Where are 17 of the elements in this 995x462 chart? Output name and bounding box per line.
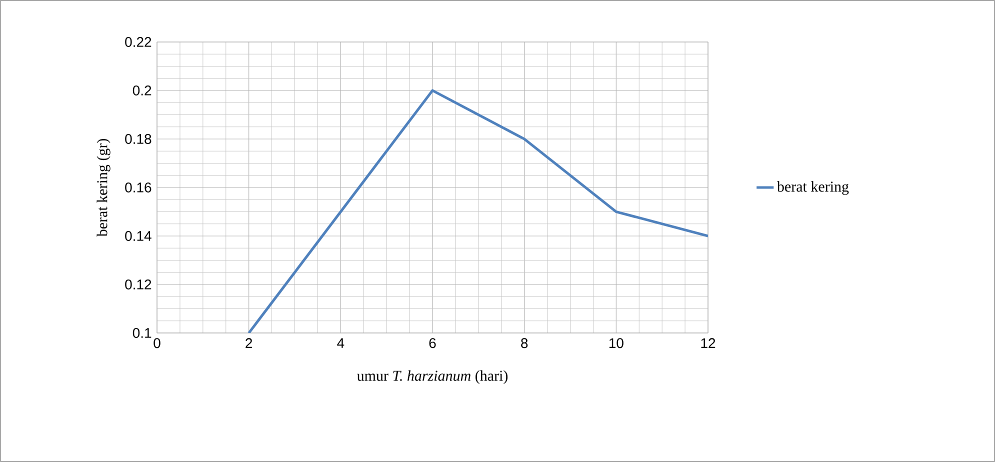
y-tick-label: 0.22 xyxy=(125,37,152,47)
y-tick-label: 0.12 xyxy=(125,280,152,290)
y-tick-label: 0.16 xyxy=(125,182,152,192)
x-tick-label: 8 xyxy=(521,338,528,348)
x-tick-label: 6 xyxy=(429,338,436,348)
x-tick-label: 4 xyxy=(337,338,344,348)
y-tick-label: 0.2 xyxy=(132,86,152,96)
y-tick-label: 0.1 xyxy=(132,328,152,338)
legend-label: berat kering xyxy=(776,181,849,195)
x-tick-label: 10 xyxy=(609,338,624,348)
y-axis-title: berat kering (gr) xyxy=(96,139,110,237)
x-tick-label: 12 xyxy=(701,338,716,348)
x-tick-label: 2 xyxy=(246,338,252,348)
x-tick-label: 0 xyxy=(154,338,160,348)
y-tick-label: 0.14 xyxy=(125,231,152,241)
x-axis-title: umur T. harzianum (hari) xyxy=(357,370,508,384)
y-tick-label: 0.18 xyxy=(125,134,152,144)
